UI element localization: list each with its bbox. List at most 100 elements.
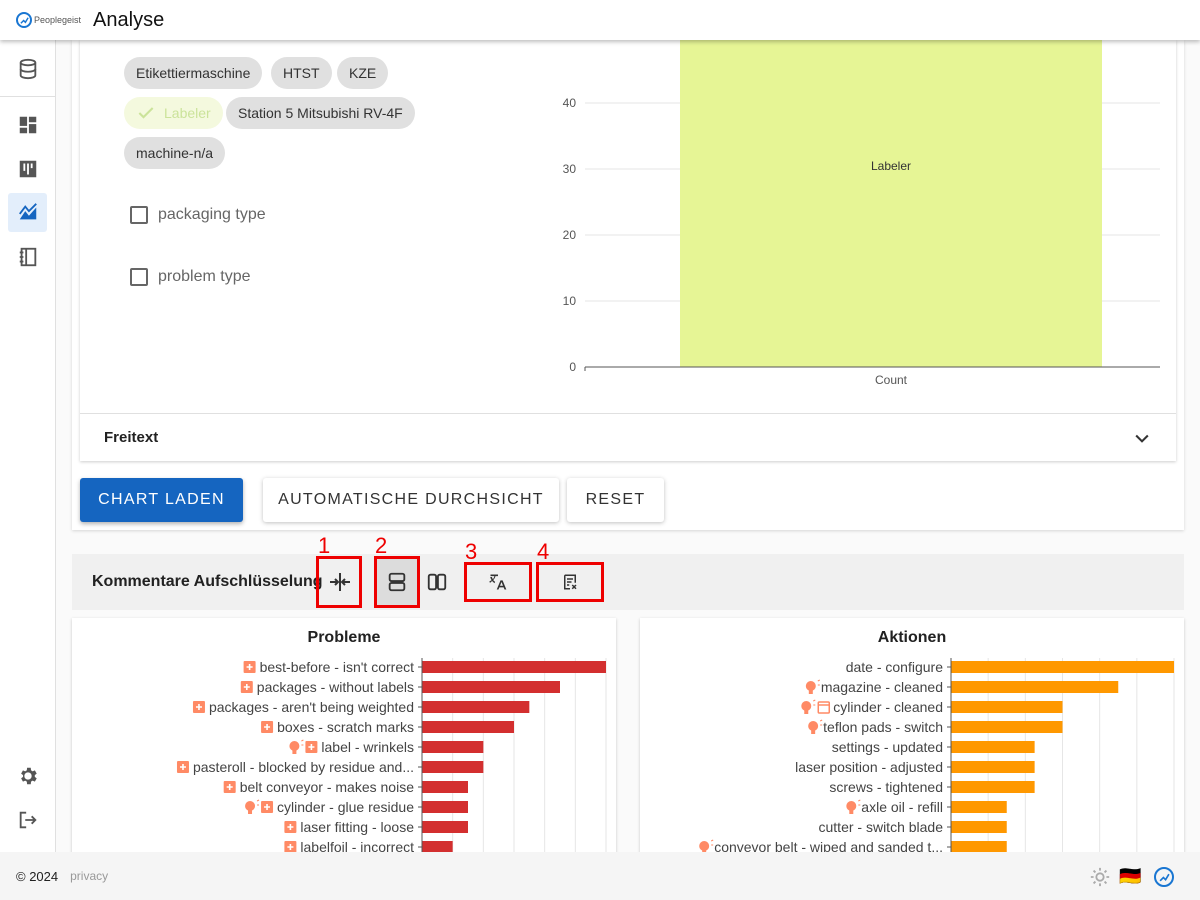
category-label: screws - tightened xyxy=(829,779,943,795)
plus-icon xyxy=(261,801,274,813)
reset-button[interactable]: RESET xyxy=(567,478,664,522)
chip-htst[interactable]: HTST xyxy=(271,57,332,89)
category-label: cutter - switch blade xyxy=(819,819,944,835)
chip-kze[interactable]: KZE xyxy=(337,57,389,89)
plus-icon-mark xyxy=(195,704,202,710)
bar xyxy=(951,661,1174,673)
plus-icon xyxy=(223,781,236,793)
category-label: packages - without labels xyxy=(257,679,414,695)
expand-horizontal-icon xyxy=(330,573,350,591)
category-label: cylinder - glue residue xyxy=(277,799,414,815)
gear-icon[interactable] xyxy=(8,756,47,795)
chevron-down-icon[interactable] xyxy=(1132,428,1152,448)
plus-icon xyxy=(284,841,297,853)
bar xyxy=(422,781,468,793)
clear-text-button[interactable] xyxy=(538,558,602,606)
y-tick-label: 30 xyxy=(563,162,577,176)
analytics-icon[interactable] xyxy=(8,193,47,232)
copyright: © 2024 xyxy=(16,868,59,884)
category-label: settings - updated xyxy=(832,739,943,755)
bulb-icon xyxy=(289,739,304,754)
privacy-link[interactable]: privacy xyxy=(70,869,109,883)
bar xyxy=(422,741,484,753)
probleme-title: Probleme xyxy=(307,629,381,646)
bulb-icon-base xyxy=(811,730,816,734)
logout-icon[interactable] xyxy=(8,800,47,839)
bar xyxy=(951,841,1007,853)
plus-icon xyxy=(261,721,274,733)
category-label: laser position - adjusted xyxy=(795,759,943,775)
language-flag[interactable]: 🇩🇪 xyxy=(1119,866,1142,886)
top-bar: Peoplegeist Analyse xyxy=(0,0,1200,40)
bulb-icon-head xyxy=(846,801,857,811)
bar xyxy=(951,741,1035,753)
dashboard-icon[interactable] xyxy=(8,105,47,144)
bar xyxy=(951,681,1119,693)
annotation-number-1: 1 xyxy=(318,533,331,558)
chip-labeler[interactable]: Labeler xyxy=(124,97,223,129)
layout-side-by-side-button[interactable] xyxy=(417,558,457,606)
automatische-durchsicht-button[interactable]: AUTOMATISCHE DURCHSICHT xyxy=(263,478,559,522)
translate-button[interactable] xyxy=(466,558,530,606)
category-label: labelfoil - incorrect xyxy=(300,839,414,855)
check-icon xyxy=(138,107,154,119)
calendar-icon xyxy=(817,701,831,714)
bulb-icon-head xyxy=(805,681,816,691)
category-label: best-before - isn't correct xyxy=(260,659,415,675)
freitext-expander[interactable]: Freitext xyxy=(80,413,1176,461)
chart-laden-button[interactable]: CHART LADEN xyxy=(80,478,243,522)
annotation-number-3: 3 xyxy=(465,539,478,564)
checkbox-packaging-type[interactable]: packaging type xyxy=(130,206,266,224)
plus-icon xyxy=(176,761,189,773)
bulb-icon-rays xyxy=(817,679,821,686)
bar xyxy=(422,661,606,673)
chip-etikettiermaschine[interactable]: Etikettiermaschine xyxy=(124,57,263,89)
bar xyxy=(951,761,1035,773)
checkbox-problem-type[interactable]: problem type xyxy=(130,268,251,286)
bulb-icon-rays xyxy=(858,799,861,806)
y-tick-label: 10 xyxy=(563,294,577,308)
category-label: convevor belt - wiped and sanded t... xyxy=(714,839,943,855)
checkbox-box[interactable] xyxy=(130,206,148,224)
annotation-box-1 xyxy=(316,556,362,608)
bulb-icon xyxy=(846,799,861,814)
chip-station-5[interactable]: Station 5 Mitsubishi RV-4F xyxy=(226,97,415,129)
plus-icon-mark xyxy=(226,784,233,790)
aktionen-title: Aktionen xyxy=(877,629,947,646)
checkbox-label: packaging type xyxy=(158,206,266,223)
expand-width-button[interactable] xyxy=(318,558,362,606)
category-label: belt conveyor - makes noise xyxy=(240,779,415,795)
sidebar-divider xyxy=(0,96,56,97)
database-icon[interactable] xyxy=(8,49,47,88)
bulb-icon xyxy=(245,799,260,814)
bar-label: Labeler xyxy=(871,159,911,173)
plus-icon-mark xyxy=(243,684,250,690)
bulb-icon-base xyxy=(849,810,854,814)
analysis-card: Etikettiermaschine HTST KZE Labeler Stat… xyxy=(72,40,1184,530)
checkbox-box[interactable] xyxy=(130,268,148,286)
aktionen-panel: Aktionen date - configure magazine - clea… xyxy=(640,618,1184,858)
peoplegeist-icon[interactable] xyxy=(1154,867,1174,887)
bar xyxy=(422,721,514,733)
plus-icon-mark xyxy=(308,744,315,750)
bar xyxy=(422,841,453,853)
bar xyxy=(422,681,560,693)
category-label: boxes - scratch marks xyxy=(277,719,414,735)
notebook-icon[interactable] xyxy=(8,237,47,276)
probleme-panel: Probleme best-before - isn't correct pack… xyxy=(72,618,616,858)
bulb-icon-rays xyxy=(819,719,823,726)
calendar-icon-frame xyxy=(817,701,831,714)
brand-logo[interactable]: Peoplegeist xyxy=(16,12,81,28)
y-tick-label: 0 xyxy=(569,360,576,374)
category-label: packages - aren't being weighted xyxy=(209,699,414,715)
plus-icon-mark xyxy=(264,804,271,810)
layout-stacked-button[interactable] xyxy=(377,558,417,606)
bar-labeler xyxy=(680,40,1102,367)
kanban-icon[interactable] xyxy=(8,149,47,188)
chip-machine-na[interactable]: machine-n/a xyxy=(124,137,226,169)
comments-title: Kommentare Aufschlüsselung xyxy=(92,573,323,590)
annotation-box-3 xyxy=(464,562,532,602)
theme-toggle-icon[interactable] xyxy=(1089,866,1111,888)
probleme-bar-chart: best-before - isn't correct packages - wi… xyxy=(176,658,607,858)
bulb-icon xyxy=(801,699,816,714)
